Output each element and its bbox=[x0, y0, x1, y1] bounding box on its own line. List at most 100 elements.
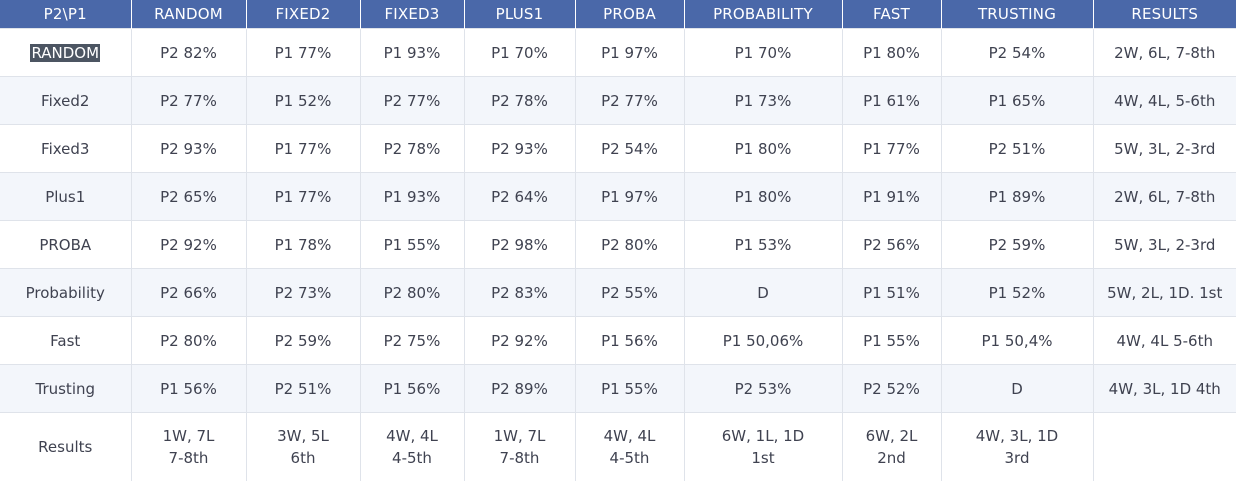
cell-text: P2 55% bbox=[601, 284, 658, 302]
cell-text: P1 55% bbox=[601, 380, 658, 398]
table-cell: P1 55% bbox=[842, 317, 941, 365]
selected-cell-text: RANDOM bbox=[30, 44, 100, 62]
table-cell: 6W, 2L 2nd bbox=[842, 413, 941, 481]
column-header-fixed2: FIXED2 bbox=[246, 0, 360, 29]
table-cell: P2 54% bbox=[941, 29, 1093, 77]
table-cell: P2 80% bbox=[575, 221, 684, 269]
table-cell: P1 78% bbox=[246, 221, 360, 269]
row-header-cell: Probability bbox=[0, 269, 131, 317]
table-cell: 3W, 5L 6th bbox=[246, 413, 360, 481]
header-row: P2\P1 RANDOM FIXED2 FIXED3 PLUS1 PROBA P… bbox=[0, 0, 1236, 29]
results-cell: 5W, 3L, 2-3rd bbox=[1093, 221, 1236, 269]
cell-text: P1 55% bbox=[384, 236, 441, 254]
table-cell: 6W, 1L, 1D 1st bbox=[684, 413, 842, 481]
cell-text: P1 52% bbox=[275, 92, 332, 110]
table-cell: 4W, 4L 4-5th bbox=[360, 413, 464, 481]
column-header-proba: PROBA bbox=[575, 0, 684, 29]
table-cell: P1 73% bbox=[684, 77, 842, 125]
table-cell: P1 70% bbox=[684, 29, 842, 77]
cell-text: P2 77% bbox=[160, 92, 217, 110]
cell-text: P1 70% bbox=[735, 44, 792, 62]
cell-text: P2 54% bbox=[601, 140, 658, 158]
row-header-cell: PROBA bbox=[0, 221, 131, 269]
table-cell: P2 64% bbox=[464, 173, 575, 221]
cell-text: P1 77% bbox=[863, 140, 920, 158]
row-header-cell: RANDOM bbox=[0, 29, 131, 77]
cell-text: P2 92% bbox=[160, 236, 217, 254]
cell-text: P2 53% bbox=[735, 380, 792, 398]
results-cell: 2W, 6L, 7-8th bbox=[1093, 29, 1236, 77]
cell-text: P1 61% bbox=[863, 92, 920, 110]
cell-text: D bbox=[757, 284, 769, 302]
results-cell: 4W, 3L, 1D 4th bbox=[1093, 365, 1236, 413]
cell-text: P2 98% bbox=[491, 236, 548, 254]
table-cell: P2 82% bbox=[131, 29, 246, 77]
cell-text: 5W, 3L, 2-3rd bbox=[1114, 140, 1215, 158]
table-cell: P1 89% bbox=[941, 173, 1093, 221]
table-cell: P2 77% bbox=[131, 77, 246, 125]
row-header-cell: Fast bbox=[0, 317, 131, 365]
cell-text: Fixed3 bbox=[41, 140, 89, 158]
table-cell: 1W, 7L 7-8th bbox=[131, 413, 246, 481]
results-cell bbox=[1093, 413, 1236, 481]
table-cell: P1 52% bbox=[246, 77, 360, 125]
cell-text: Trusting bbox=[35, 380, 95, 398]
cell-text: 1W, 7L 7-8th bbox=[163, 427, 215, 467]
column-header-plus1: PLUS1 bbox=[464, 0, 575, 29]
cell-text: P1 55% bbox=[863, 332, 920, 350]
cell-text: P2 92% bbox=[491, 332, 548, 350]
table-cell: P2 89% bbox=[464, 365, 575, 413]
column-header-trusting: TRUSTING bbox=[941, 0, 1093, 29]
cell-text: P1 52% bbox=[989, 284, 1046, 302]
cell-text: P2 65% bbox=[160, 188, 217, 206]
table-cell: P1 80% bbox=[842, 29, 941, 77]
table-cell: P2 78% bbox=[360, 125, 464, 173]
table-cell: P1 55% bbox=[360, 221, 464, 269]
table-cell: P1 53% bbox=[684, 221, 842, 269]
results-cell: 2W, 6L, 7-8th bbox=[1093, 173, 1236, 221]
table-cell: P2 77% bbox=[360, 77, 464, 125]
table-cell: P2 92% bbox=[131, 221, 246, 269]
cell-text: P2 73% bbox=[275, 284, 332, 302]
table-cell: P2 78% bbox=[464, 77, 575, 125]
table-cell: P1 50,06% bbox=[684, 317, 842, 365]
table-cell: P2 66% bbox=[131, 269, 246, 317]
cell-text: P1 51% bbox=[863, 284, 920, 302]
table-cell: P1 51% bbox=[842, 269, 941, 317]
table-cell: P1 97% bbox=[575, 173, 684, 221]
results-cell: 5W, 3L, 2-3rd bbox=[1093, 125, 1236, 173]
cell-text: PROBA bbox=[39, 236, 91, 254]
cell-text: Probability bbox=[26, 284, 105, 302]
cell-text: 4W, 3L, 1D 3rd bbox=[976, 427, 1058, 467]
table-cell: P2 80% bbox=[131, 317, 246, 365]
table-cell: P1 52% bbox=[941, 269, 1093, 317]
table-cell: 4W, 4L 4-5th bbox=[575, 413, 684, 481]
table-cell: P1 80% bbox=[684, 125, 842, 173]
cell-text: 4W, 4L 4-5th bbox=[604, 427, 656, 467]
table-cell: P2 51% bbox=[941, 125, 1093, 173]
table-cell: P1 77% bbox=[246, 29, 360, 77]
cell-text: Plus1 bbox=[45, 188, 85, 206]
cell-text: P2 51% bbox=[989, 140, 1046, 158]
table-cell: P2 77% bbox=[575, 77, 684, 125]
cell-text: P2 59% bbox=[275, 332, 332, 350]
table-cell: P2 54% bbox=[575, 125, 684, 173]
table-row: Fixed3 P2 93% P1 77% P2 78% P2 93% P2 54% P1 8… bbox=[0, 125, 1236, 173]
table-cell: P1 97% bbox=[575, 29, 684, 77]
cell-text: P1 50,4% bbox=[981, 332, 1052, 350]
table-cell: P1 77% bbox=[842, 125, 941, 173]
cell-text: P1 65% bbox=[989, 92, 1046, 110]
cell-text: P2 93% bbox=[491, 140, 548, 158]
column-header-results: RESULTS bbox=[1093, 0, 1236, 29]
table-cell: P2 93% bbox=[131, 125, 246, 173]
cell-text: P2 89% bbox=[491, 380, 548, 398]
cell-text: P1 73% bbox=[735, 92, 792, 110]
table-cell: P2 51% bbox=[246, 365, 360, 413]
